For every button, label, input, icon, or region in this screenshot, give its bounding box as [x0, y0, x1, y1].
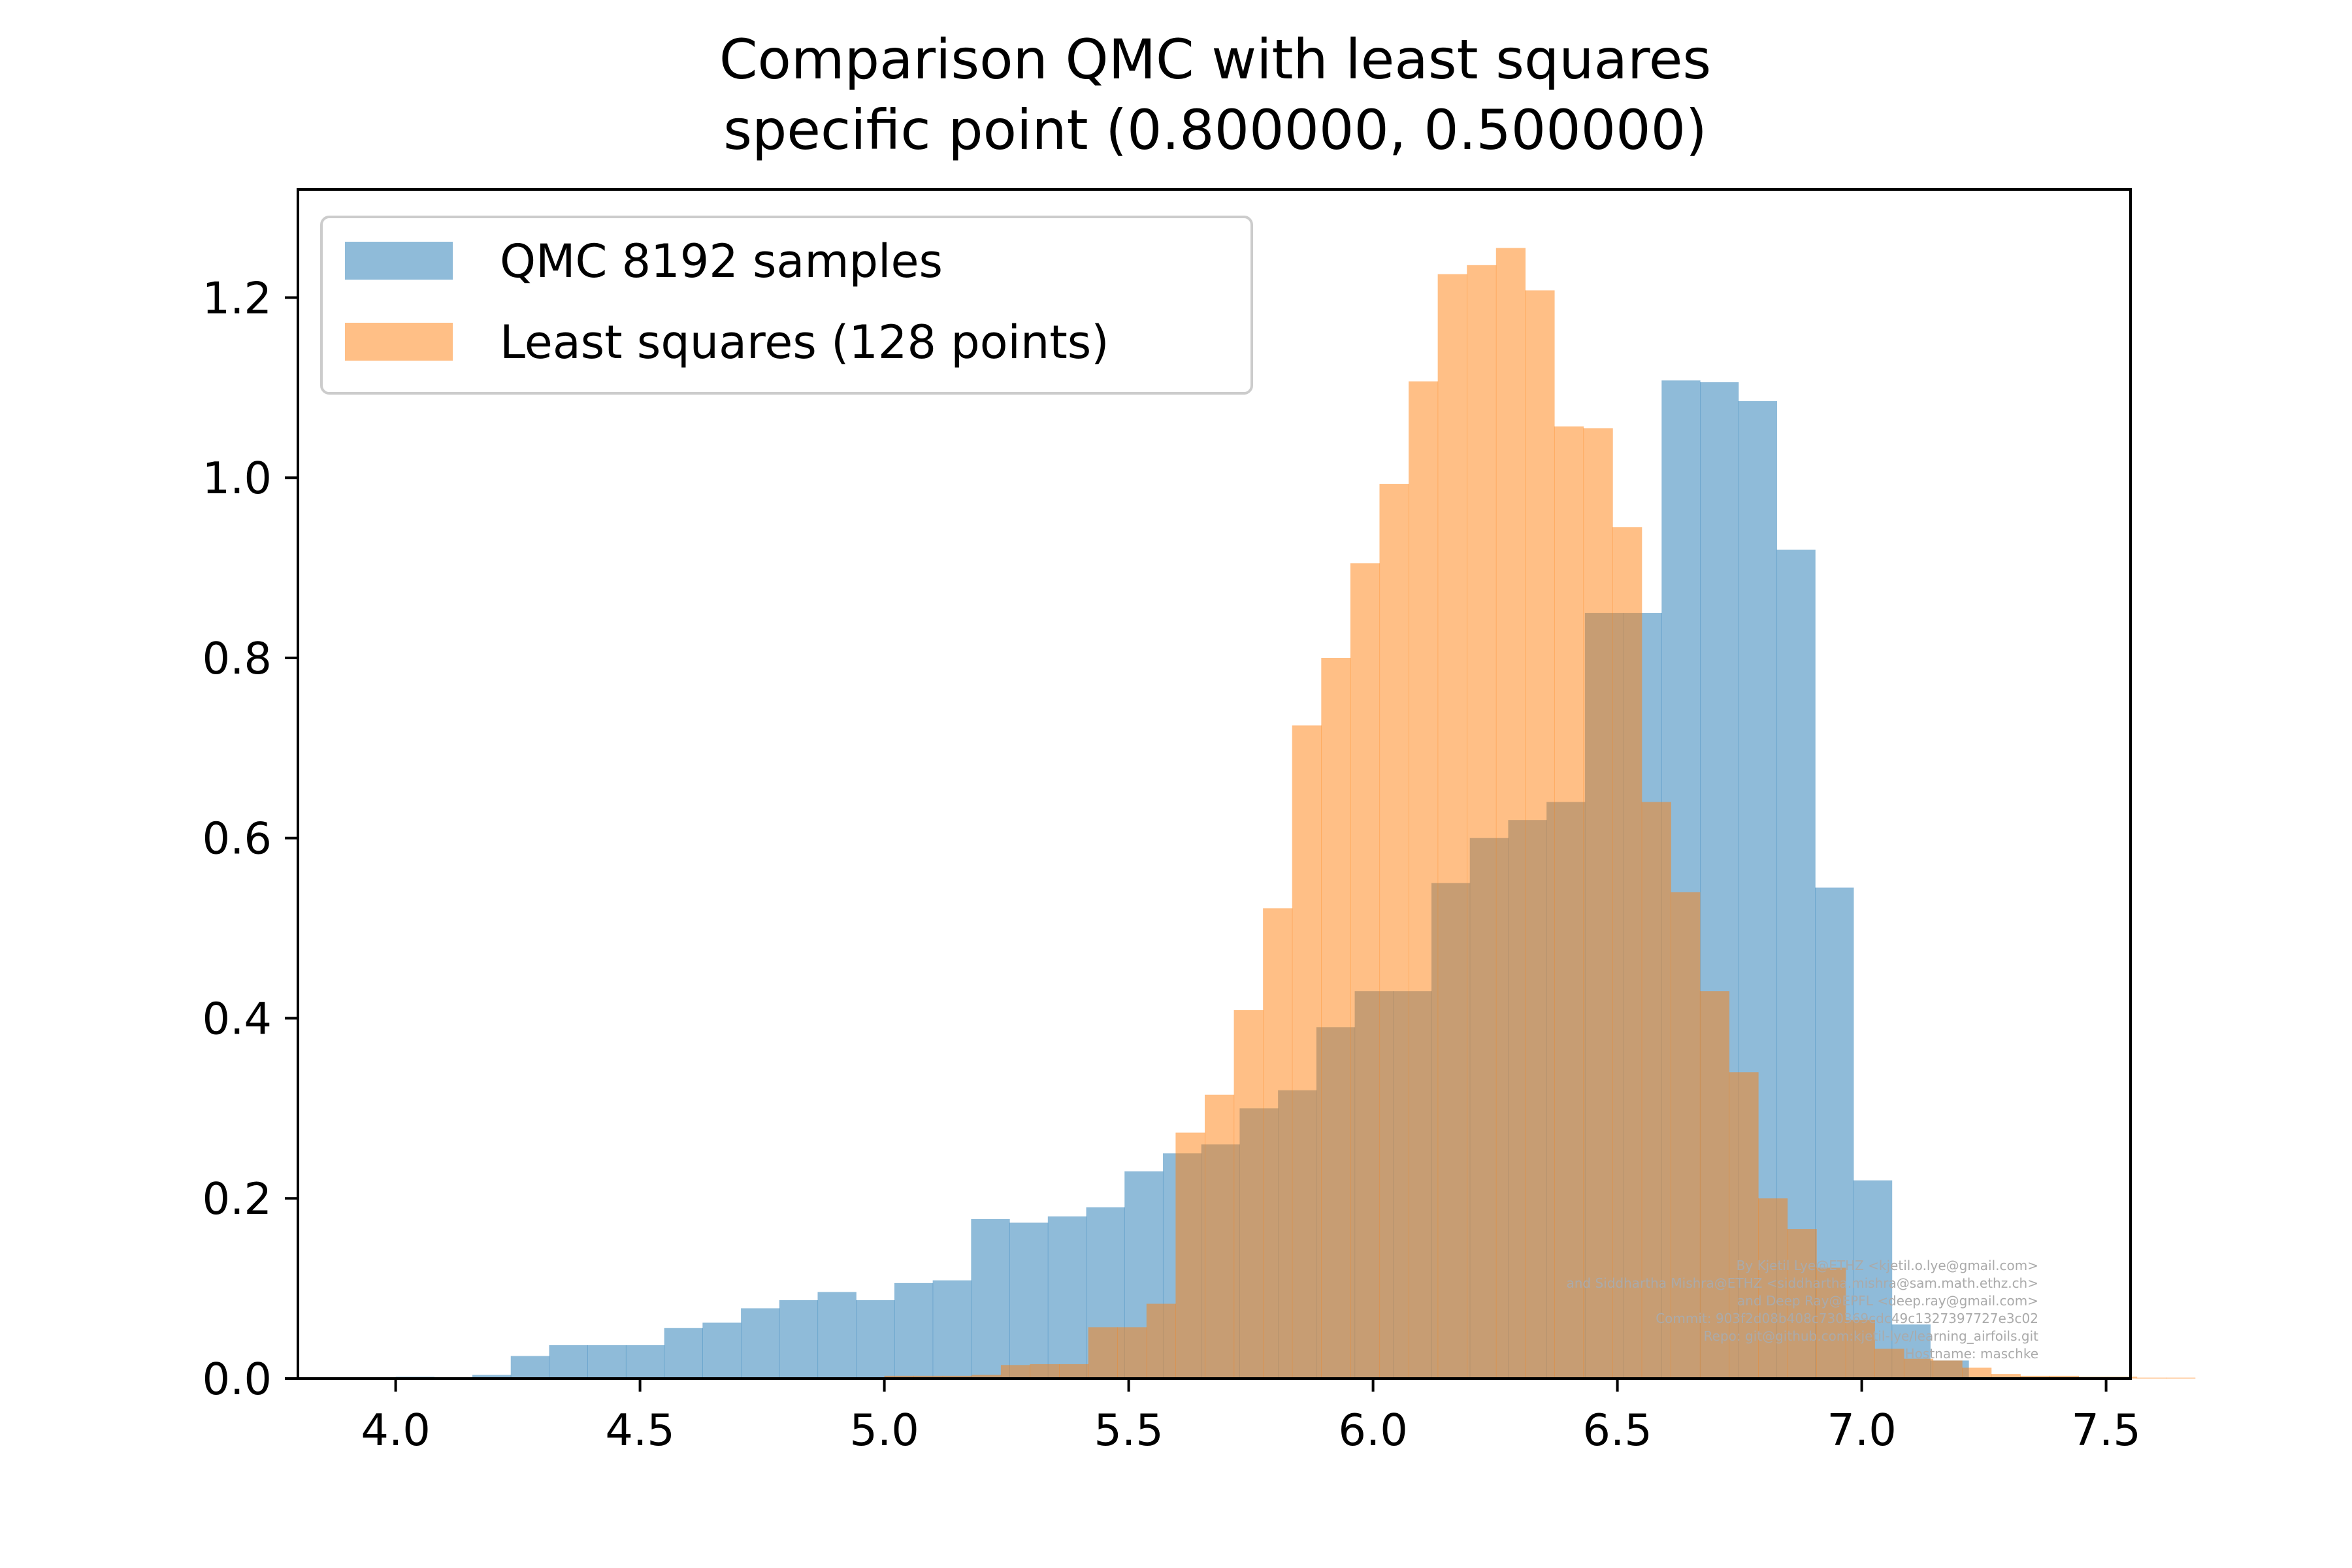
x-tick-label: 5.0: [849, 1405, 919, 1456]
y-tick-label: 0.6: [202, 813, 272, 864]
histogram-bar: [1088, 1327, 1118, 1379]
histogram-bar: [913, 1375, 943, 1379]
histogram-bar: [1467, 265, 1497, 1379]
histogram-bar: [1525, 290, 1555, 1379]
y-tick-label: 0.0: [202, 1354, 272, 1405]
histogram-bar: [2020, 1375, 2050, 1379]
histogram-bar: [1321, 657, 1351, 1379]
histogram-bar: [1612, 527, 1642, 1379]
y-tick-label: 0.2: [202, 1173, 272, 1224]
y-tick-label: 0.4: [202, 993, 272, 1044]
histogram-bar: [1000, 1365, 1031, 1379]
y-tick-label: 1.0: [202, 453, 272, 504]
credit-line: Commit: 903f2d08b408c730369cdc49c1327397…: [1656, 1311, 2038, 1326]
x-axis: 4.0 4.5 5.0 5.5 6.0 6.5 7.0 7.5: [361, 1379, 2141, 1456]
chart-title-line-2: specific point (0.800000, 0.500000): [723, 98, 1707, 162]
histogram-bars: [395, 248, 2196, 1379]
legend-swatch-qmc: [345, 242, 453, 280]
x-tick-label: 4.0: [361, 1405, 431, 1456]
histogram-bar: [779, 1300, 819, 1379]
y-axis: 0.0 0.2 0.4 0.6 0.8 1.0 1.2: [202, 272, 298, 1405]
x-tick-label: 7.5: [2071, 1405, 2141, 1456]
histogram-bar: [549, 1345, 588, 1379]
histogram-bar: [1350, 563, 1380, 1379]
histogram-bar: [1379, 483, 1409, 1379]
plot-frame: [297, 188, 2132, 1380]
histogram-bar: [817, 1292, 857, 1379]
legend-box: [320, 216, 1253, 395]
x-tick-label: 6.0: [1338, 1405, 1408, 1456]
histogram-bar: [1991, 1374, 2021, 1379]
credit-text-block: By Kjetil Lye@ETHZ <kjetil.o.lye@gmail.c…: [1566, 1258, 2038, 1362]
histogram-bar: [1175, 1132, 1205, 1379]
histogram-bar: [741, 1308, 780, 1379]
histogram-bar: [1699, 991, 1730, 1379]
histogram-bar: [1059, 1364, 1089, 1379]
x-tick-label: 5.5: [1094, 1405, 1164, 1456]
histogram-bar: [1409, 381, 1439, 1379]
histogram-bar: [1030, 1364, 1060, 1379]
histogram-bar: [625, 1345, 665, 1379]
histogram-bar: [2049, 1375, 2080, 1379]
histogram-bar: [2166, 1377, 2196, 1379]
histogram-bar: [510, 1356, 550, 1379]
credit-line: and Siddhartha Mishra@ETHZ <siddhartha.m…: [1566, 1275, 2038, 1291]
histogram-bar: [1874, 1348, 1904, 1379]
histogram-bar: [1117, 1327, 1147, 1379]
histogram-bar: [1903, 1358, 1934, 1379]
credit-line: By Kjetil Lye@ETHZ <kjetil.o.lye@gmail.c…: [1737, 1258, 2038, 1273]
y-tick-label: 1.2: [202, 272, 272, 323]
histogram-bar: [1495, 248, 1526, 1379]
histogram-bar: [1146, 1303, 1177, 1379]
histogram-bar: [1583, 428, 1613, 1379]
histogram-bar: [1554, 426, 1584, 1379]
histogram-bar: [1933, 1360, 1963, 1379]
histogram-bar: [1816, 1267, 1846, 1379]
histogram-bar: [884, 1375, 914, 1379]
histogram-bar: [1671, 892, 1701, 1379]
legend: QMC 8192 samples Least squares (128 poin…: [320, 216, 1253, 395]
histogram-bar: [894, 1282, 934, 1379]
histogram-bar: [1263, 908, 1293, 1379]
histogram-bar: [942, 1375, 972, 1379]
histogram-bar: [1962, 1367, 1992, 1379]
histogram-bar: [1845, 1320, 1875, 1379]
histogram-bar: [1292, 725, 1322, 1379]
histogram-bar: [1641, 802, 1671, 1379]
chart-title-line-1: Comparison QMC with least squares: [719, 27, 1711, 91]
series-1-bars: [884, 248, 2196, 1379]
histogram-bar: [1204, 1094, 1235, 1379]
y-tick-label: 0.8: [202, 633, 272, 684]
histogram-bar: [972, 1375, 1002, 1379]
histogram-bar: [932, 1280, 972, 1379]
credit-line: Repo: git@github.com:kjetil-lye/learning…: [1704, 1328, 2038, 1344]
legend-label-least-squares: Least squares (128 points): [500, 316, 1109, 369]
histogram-bar: [1047, 1216, 1087, 1379]
histogram-bar: [702, 1322, 742, 1379]
x-tick-label: 7.0: [1827, 1405, 1897, 1456]
credit-line: Hostname: maschke: [1905, 1346, 2038, 1362]
histogram-bar: [1437, 274, 1467, 1379]
histogram-bar: [971, 1218, 1010, 1379]
histogram-bar: [1233, 1010, 1264, 1379]
histogram-bar: [472, 1375, 512, 1379]
legend-label-qmc: QMC 8192 samples: [500, 235, 943, 288]
histogram-bar: [856, 1300, 895, 1379]
histogram-bar: [1758, 1198, 1788, 1379]
histogram-bar: [1787, 1229, 1817, 1379]
legend-swatch-least-squares: [345, 323, 453, 361]
histogram-bar: [664, 1328, 703, 1379]
histogram-bar: [1009, 1222, 1049, 1379]
chart-title: Comparison QMC with least squares specif…: [719, 27, 1711, 162]
x-tick-label: 4.5: [605, 1405, 675, 1456]
histogram-bar: [2136, 1377, 2166, 1379]
credit-line: and Deep Ray@EPFL <deep.ray@gmail.com>: [1737, 1293, 2038, 1309]
histogram-bar: [587, 1345, 627, 1379]
x-tick-label: 6.5: [1582, 1405, 1652, 1456]
histogram-bar: [1729, 1072, 1759, 1379]
